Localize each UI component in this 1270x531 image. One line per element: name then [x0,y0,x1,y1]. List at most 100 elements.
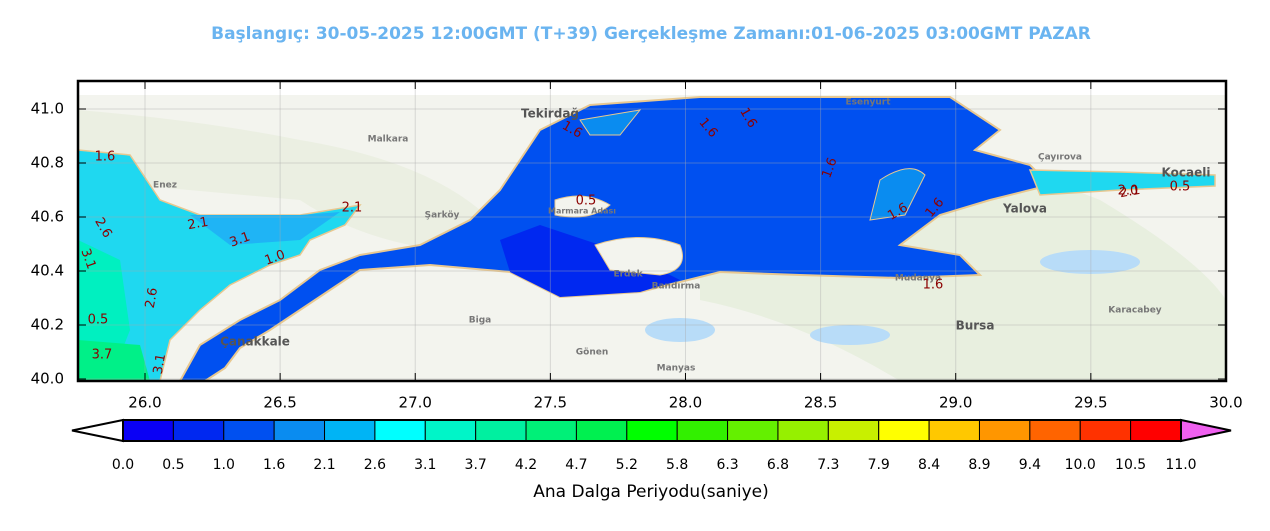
colorbar-tick-label: 4.7 [565,457,587,473]
saros-bay [190,212,340,245]
y-tick-label: 40.8 [31,154,64,172]
contour-label: 1.6 [923,278,944,293]
place-label: Yalova [1002,202,1047,216]
colorbar-tick-label: 11.0 [1165,457,1196,473]
place-label: Karacabey [1108,306,1162,316]
colorbar-tick-label: 5.2 [616,457,638,473]
colorbar-tick-label: 2.1 [313,457,335,473]
colorbar-swatch [122,419,174,442]
colorbar-swatch [1079,419,1132,442]
green-area [78,110,480,250]
colorbar-tick-label: 8.9 [968,457,990,473]
x-tick-label: 27.0 [399,394,432,412]
colorbar-swatch [978,419,1031,442]
marmara-deep [500,225,680,297]
place-label: Tekirdağ [521,107,579,121]
colorbar-tick-label: 1.0 [213,457,235,473]
place-label: Kocaeli [1162,166,1211,180]
place-label: Erdek [613,270,643,280]
y-tick-label: 41.0 [31,100,64,118]
colorbar: 0.0 0.5 1.0 1.6 2.1 2.6 3.1 3.7 4.2 4.7 5.2 5.8 6.3 6… [71,418,1232,473]
colorbar-swatch [878,419,930,442]
aegean-sea [78,340,150,381]
contour-label: 0.5 [1170,180,1191,195]
title: Başlangıç: 30-05-2025 12:00GMT (T+39) Ge… [211,24,1091,44]
colorbar-swatch [777,419,829,442]
colorbar-tick-label: 7.9 [868,457,890,473]
aegean-sea [78,149,362,381]
place-label: Esenyurt [845,98,891,108]
colorbar-tick-label: 4.2 [515,457,537,473]
contour-label: 3.1 [151,353,169,376]
place-label: Mudanya [895,274,941,284]
lake [1040,250,1140,274]
colorbar-swatch [172,419,225,442]
island [554,195,611,218]
lake [810,325,890,345]
contour-label: 0.5 [576,194,597,209]
lake [645,318,715,342]
contour-label: 1.6 [95,150,116,165]
place-label: Bandırma [652,282,701,292]
contour-label: 2.1 [1119,183,1142,201]
colorbar-frame [122,419,1182,442]
colorbar-swatch [727,419,779,442]
x-tick-label: 28.5 [804,394,837,412]
contour-label: 3.1 [77,247,98,272]
contour-label: 2.1 [187,215,210,233]
contour-label: 1.0 [263,247,288,268]
y-tick-label: 40.6 [31,208,64,226]
colorbar-over [1180,418,1232,443]
contour-label: 2.6 [143,287,161,310]
axes: 26.0 26.5 27.0 27.5 28.0 28.5 29.0 29.5 30.0 40.0… [31,81,1243,412]
place-label: Biga [469,316,491,326]
grid [78,81,1226,381]
colorbar-tick-label: 10.5 [1115,457,1146,473]
contour-label: 2.1 [342,201,363,216]
place-label: Enez [153,181,177,191]
place-label: Çanakkale [220,335,290,349]
colorbar-swatch [223,419,275,442]
map-frame [76,79,1228,383]
x-tick-label: 27.5 [534,394,567,412]
contour-label: 1.6 [819,156,840,181]
colorbar-tick-label: 5.8 [666,457,688,473]
colorbar-swatch [525,419,577,442]
colorbar-swatch [575,419,628,442]
contour-area [869,168,926,221]
izmit-gulf [1028,169,1216,196]
colorbar-tick-label: 7.3 [817,457,839,473]
y-tick-label: 40.0 [31,370,64,388]
x-tick-label: 29.0 [939,394,972,412]
y-tick-label: 40.2 [31,316,64,334]
colorbar-tick-label: 6.8 [767,457,789,473]
place-label: Şarköy [425,211,460,221]
colorbar-swatch [928,419,980,442]
x-tick-label: 29.5 [1074,394,1107,412]
x-tick-label: 26.5 [263,394,296,412]
colorbar-swatch [1130,419,1182,442]
colorbar-tick-label: 9.4 [1019,457,1041,473]
colorbar-tick-label: 6.3 [716,457,738,473]
place-label: Çayırova [1038,153,1082,163]
y-tick-label: 40.4 [31,262,64,280]
contour-area [579,109,642,136]
colorbar-label: Ana Dalga Periyodu(saniye) [533,482,768,502]
colorbar-swatch [626,419,678,442]
colorbar-swatch [273,419,326,442]
colorbar-swatch [424,419,477,442]
colorbar-tick-label: 1.6 [263,457,285,473]
colorbar-swatch [475,419,527,442]
map: Tekirdağ Çanakkale Yalova Bursa Kocaeli Bandı… [77,81,1226,381]
colorbar-swatch [676,419,729,442]
place-label: Marmara Adası [548,207,616,216]
contour-label: 0.5 [88,313,109,328]
places: Tekirdağ Çanakkale Yalova Bursa Kocaeli Bandı… [153,98,1210,374]
contour-label: 3.1 [228,229,253,250]
colorbar-swatch [324,419,376,442]
colorbar-tick-label: 2.6 [364,457,386,473]
peninsula [594,237,683,276]
colorbar-swatch [827,419,880,442]
map-top [78,81,1226,95]
